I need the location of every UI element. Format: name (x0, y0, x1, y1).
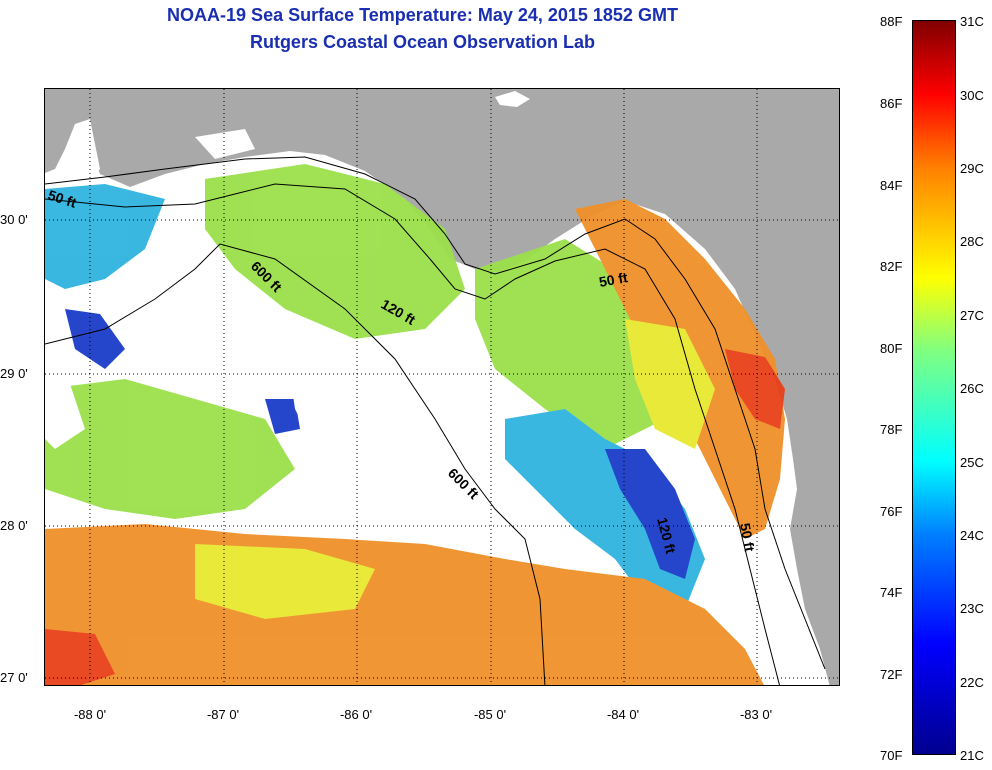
sst-patch (625, 319, 715, 449)
lon-label: -84 0' (606, 707, 640, 722)
colorbar-c-label: 28C (960, 234, 984, 249)
graticule (45, 89, 839, 685)
chart-subtitle: Rutgers Coastal Ocean Observation Lab (249, 32, 596, 52)
colorbar-c-label: 29C (960, 161, 984, 176)
lon-label: -87 0' (206, 707, 240, 722)
colorbar-f-label: 88F (880, 14, 903, 29)
lon-label: -88 0' (73, 707, 107, 722)
contour-label: 50 ft (737, 522, 758, 553)
colorbar-c-label: 21C (960, 748, 984, 763)
colorbar-c-label: 23C (960, 601, 984, 616)
sst-map: 50 ft 600 ft 120 ft 50 ft 600 ft 120 ft … (44, 88, 840, 686)
lon-label: -83 0' (739, 707, 773, 722)
lat-label: 28 0' (0, 518, 28, 533)
sst-patch (45, 359, 85, 449)
sst-patch (205, 164, 465, 339)
sst-patch (605, 449, 695, 579)
colorbar-f-label: 76F (880, 504, 903, 519)
colorbar-f-label: 80F (880, 341, 903, 356)
sst-patch (725, 349, 785, 429)
colorbar-f-label: 74F (880, 585, 903, 600)
colorbar-f-label: 78F (880, 422, 903, 437)
colorbar-c-label: 25C (960, 455, 984, 470)
sst-patch (45, 379, 295, 519)
land-area (45, 89, 839, 685)
colorbar-c-label: 27C (960, 308, 984, 323)
colorbar-f-label: 72F (880, 667, 903, 682)
colorbar-f-label: 86F (880, 96, 903, 111)
cloud-patch (495, 91, 530, 107)
colorbar-f-label: 82F (880, 259, 903, 274)
sst-patch (65, 309, 125, 369)
colorbar-c-label: 26C (960, 381, 984, 396)
sst-patch (505, 409, 705, 609)
contour-50ft (45, 156, 826, 670)
cloud-patch (65, 119, 100, 189)
colorbar-c-label: 22C (960, 675, 984, 690)
colorbar-c-label: 30C (960, 88, 984, 103)
contour-label: 50 ft (598, 269, 629, 290)
colorbar-c-label: 24C (960, 528, 984, 543)
lat-label: 27 0' (0, 670, 28, 685)
contour-120ft (45, 183, 780, 685)
chart-title: NOAA-19 Sea Surface Temperature: May 24,… (167, 5, 678, 25)
colorbar-f-label: 84F (880, 178, 903, 193)
bathymetry-contours (45, 156, 826, 685)
colorbar-c-label: 31C (960, 14, 984, 29)
lon-label: -86 0' (339, 707, 373, 722)
sst-field (45, 164, 785, 685)
colorbar-f-label: 70F (880, 748, 903, 763)
sst-map-canvas: 50 ft 600 ft 120 ft 50 ft 600 ft 120 ft … (45, 89, 839, 685)
lat-label: 29 0' (0, 366, 28, 381)
contour-600ft (45, 243, 546, 685)
sst-patch (195, 544, 375, 619)
lon-label: -85 0' (473, 707, 507, 722)
sst-patch (265, 399, 300, 434)
temperature-colorbar (912, 20, 956, 755)
sst-patch (45, 629, 115, 685)
sst-patch (285, 339, 475, 509)
cloud-patch (195, 129, 255, 159)
sst-patch (45, 184, 165, 289)
lat-label: 30 0' (0, 212, 28, 227)
